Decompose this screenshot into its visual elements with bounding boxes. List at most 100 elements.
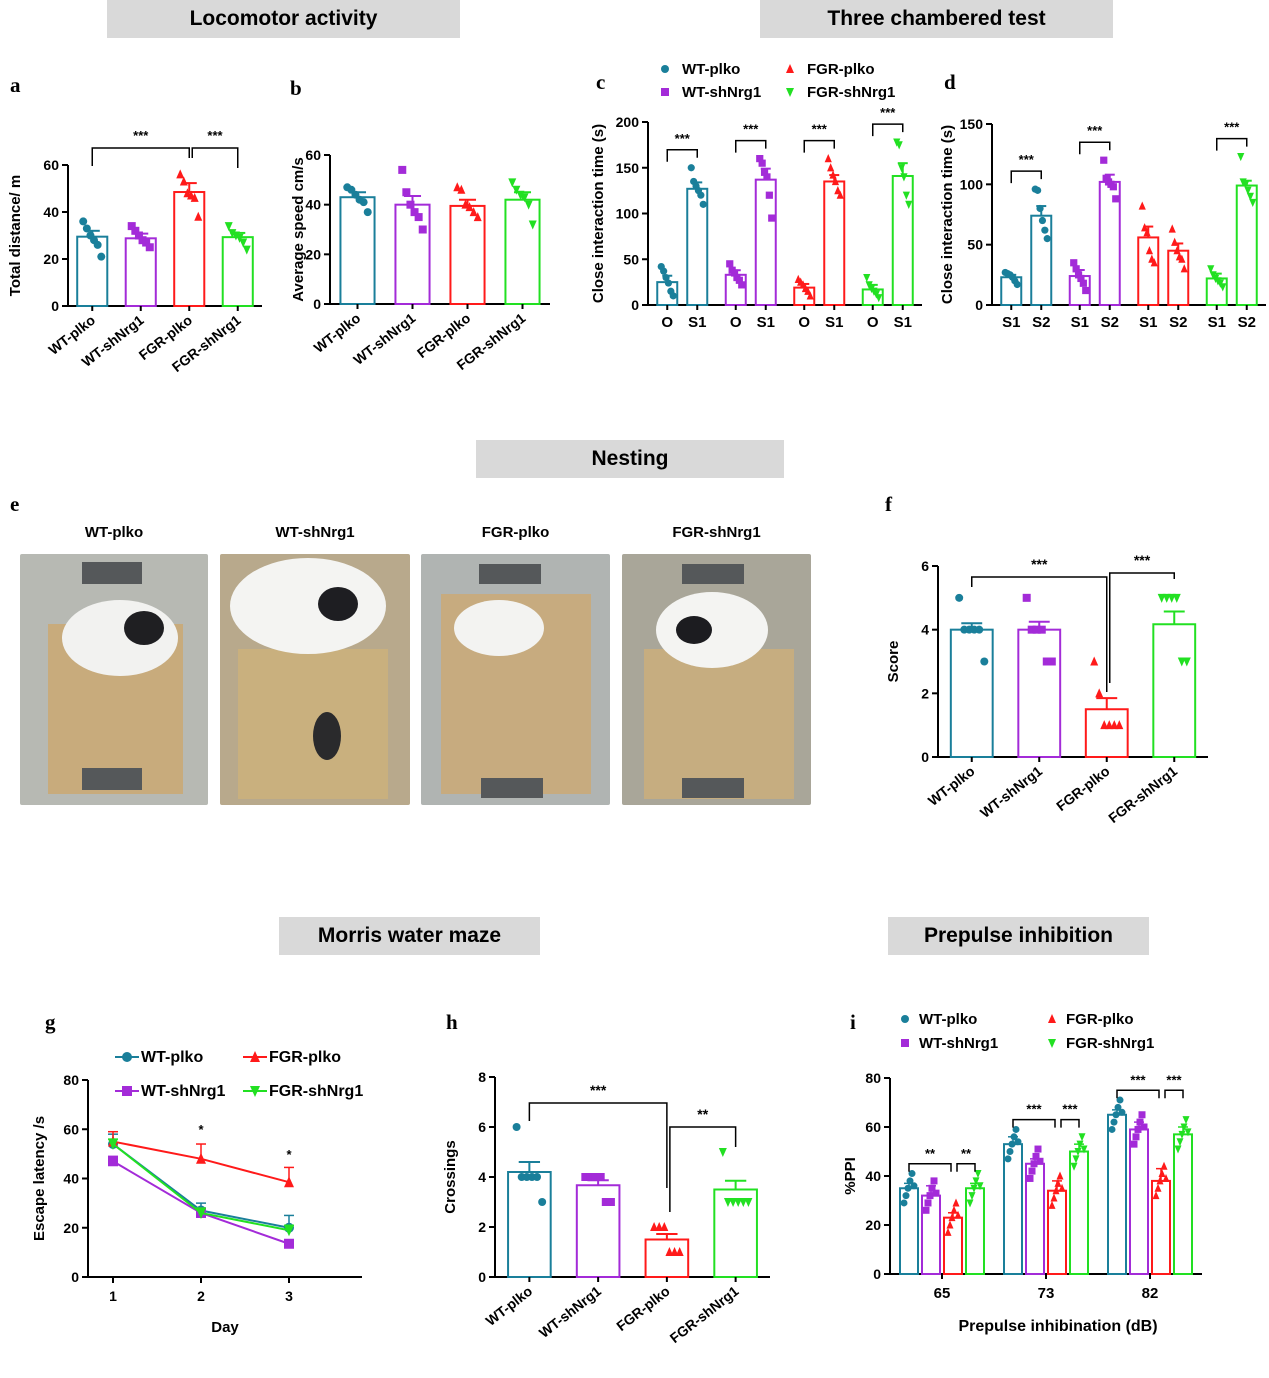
b-data-point — [524, 200, 533, 210]
c-bar — [891, 174, 914, 306]
i-data-point — [972, 1177, 980, 1186]
c-data-point — [897, 164, 906, 173]
h-data-point — [586, 1173, 595, 1181]
h-data-point — [601, 1198, 610, 1206]
a-data-point — [93, 240, 102, 249]
h-data-point — [533, 1173, 542, 1181]
i-legend-marker — [901, 1015, 909, 1023]
c-y-tick-label: 50 — [623, 251, 639, 267]
d-x-tick-label: S1 — [1071, 314, 1089, 331]
d-data-point — [1150, 258, 1158, 267]
i-data-point — [944, 1227, 952, 1236]
c-x-tick-label: O — [730, 314, 742, 331]
b-data-point — [363, 208, 372, 217]
b-data-point — [457, 184, 466, 194]
h-significance-label: *** — [590, 1082, 607, 1098]
a-data-point — [131, 226, 140, 235]
i-data-point — [902, 1192, 910, 1200]
d-data-point — [1074, 271, 1083, 279]
g-legend-marker — [122, 1086, 132, 1096]
photo-title-fgr-plko: FGR-plko — [481, 524, 550, 541]
i-data-point — [1152, 1191, 1160, 1200]
c-significance-label: *** — [812, 122, 828, 137]
i-data-point — [1180, 1123, 1188, 1132]
d-y-tick-label: 150 — [960, 116, 984, 132]
f-significance-label: *** — [1134, 552, 1151, 568]
i-bar — [943, 1216, 963, 1276]
b-data-point — [516, 190, 525, 200]
g-y-tick-label: 40 — [63, 1171, 79, 1187]
i-bar — [1047, 1189, 1067, 1275]
b-data-point — [418, 225, 427, 234]
c-data-point — [726, 260, 734, 268]
f-data-point — [1167, 593, 1176, 603]
i-data-point — [904, 1184, 912, 1192]
i-data-point — [926, 1192, 934, 1200]
a-y-tick-label: 0 — [51, 298, 59, 314]
a-data-point — [228, 229, 237, 239]
i-data-point — [1032, 1152, 1040, 1160]
nest-photo-fgr-plko — [421, 554, 610, 805]
a-data-point — [145, 243, 154, 252]
a-significance-label: *** — [207, 128, 223, 143]
i-legend-label: WT-shNrg1 — [919, 1035, 998, 1052]
c-data-point — [758, 159, 766, 167]
c-significance-label: *** — [743, 122, 759, 137]
c-data-point — [902, 191, 910, 200]
i-data-point — [1050, 1193, 1058, 1202]
c-data-point — [900, 173, 908, 182]
b-bar — [504, 198, 541, 305]
d-data-point — [1168, 224, 1176, 233]
i-data-point — [950, 1205, 958, 1214]
h-data-point — [675, 1247, 684, 1256]
i-data-point — [930, 1177, 938, 1185]
i-significance-label: *** — [1026, 1102, 1042, 1117]
i-legend-label: FGR-shNrg1 — [1066, 1035, 1154, 1052]
h-data-point — [650, 1222, 659, 1231]
h-data-point — [538, 1198, 547, 1206]
b-y-tick-label: 40 — [305, 197, 321, 213]
a-data-point — [231, 231, 240, 241]
d-significance-label: *** — [1019, 152, 1035, 167]
i-significance-label: *** — [1062, 1102, 1078, 1117]
c-legend-label: FGR-plko — [807, 61, 875, 78]
g-legend-label: WT-plko — [141, 1049, 203, 1066]
i-data-point — [1076, 1140, 1084, 1149]
i-data-point — [1004, 1155, 1012, 1163]
d-y-tick-label: 100 — [960, 176, 984, 192]
i-data-point — [1130, 1140, 1138, 1148]
c-legend-label: FGR-shNrg1 — [807, 84, 895, 101]
d-significance-bracket — [1079, 141, 1111, 155]
f-x-tick-label: FGR-shNrg1 — [1105, 763, 1180, 827]
g-y-tick-label: 20 — [63, 1220, 79, 1236]
f-significance-bracket — [971, 576, 1108, 692]
i-bar — [1069, 1150, 1089, 1275]
f-y-tick-label: 2 — [921, 685, 929, 701]
chart-i: 0 20 40 60 80 %PPI 65 ** ** 73 *** *** 82 *** *** Prepu… — [842, 1011, 1202, 1335]
b-data-point — [402, 188, 411, 197]
f-x-tick-label: WT-shNrg1 — [977, 763, 1045, 821]
h-significance-bracket — [669, 1126, 737, 1212]
b-data-point — [453, 182, 462, 192]
i-legend-marker — [1048, 1014, 1056, 1023]
i-data-point — [1048, 1200, 1056, 1209]
c-data-point — [827, 163, 835, 172]
h-x-tick-label: FGR-plko — [613, 1283, 672, 1334]
d-data-point — [1138, 201, 1146, 210]
h-bar — [644, 1238, 690, 1278]
i-significance-bracket — [1164, 1089, 1184, 1099]
b-data-point — [398, 165, 407, 174]
i-data-point — [924, 1199, 932, 1207]
g-significance-label: * — [198, 1122, 204, 1137]
a-data-point — [134, 231, 143, 240]
d-x-tick-label: S2 — [1032, 314, 1050, 331]
h-data-point — [729, 1198, 738, 1207]
f-significance-bracket — [1109, 572, 1175, 683]
f-y-tick-label: 0 — [921, 749, 929, 765]
c-data-point — [687, 164, 695, 172]
b-y-axis-label: Average speed cm/s — [290, 157, 307, 302]
g-x-tick-label: 3 — [285, 1288, 293, 1304]
h-x-tick-label: WT-shNrg1 — [536, 1283, 604, 1341]
